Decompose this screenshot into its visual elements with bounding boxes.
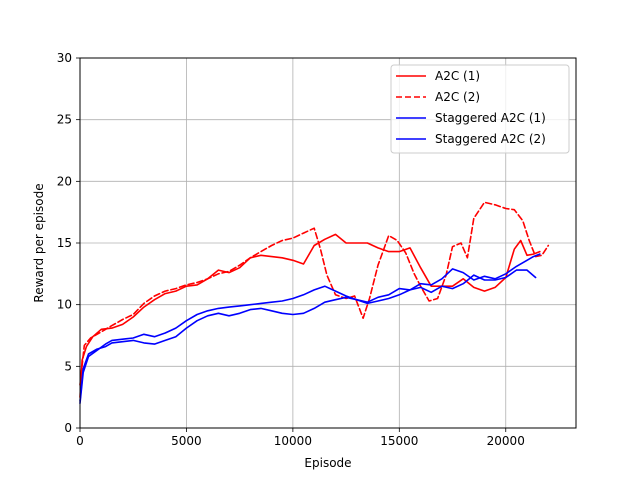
- x-tick-label: 0: [76, 434, 84, 448]
- x-tick-label: 20000: [487, 434, 525, 448]
- legend-frame: [390, 64, 570, 154]
- legend-label: A2C (1): [435, 69, 480, 83]
- series-layer: [79, 201, 550, 405]
- series-line-1: [79, 233, 541, 398]
- y-tick-label: 30: [57, 51, 72, 65]
- legend-label: Staggered A2C (2): [435, 132, 546, 146]
- x-tick-label: 15000: [380, 434, 418, 448]
- legend-label: Staggered A2C (1): [435, 111, 546, 125]
- y-tick-label: 10: [57, 298, 72, 312]
- legend: A2C (1) A2C (2) Staggered A2C (1) Staggered…: [390, 64, 570, 154]
- y-tick-label: 15: [57, 236, 72, 250]
- x-axis-label: Episode: [304, 456, 351, 470]
- x-tick-label: 5000: [171, 434, 202, 448]
- legend-label: A2C (2): [435, 90, 480, 104]
- y-tick-label: 25: [57, 113, 72, 127]
- series-line-4: [79, 253, 541, 405]
- x-tick-label: 10000: [274, 434, 312, 448]
- y-axis-ticks: 0 5 10 15 20 25 30: [57, 51, 80, 435]
- y-tick-label: 20: [57, 174, 72, 188]
- y-tick-label: 0: [64, 421, 72, 435]
- y-axis-label: Reward per episode: [32, 183, 46, 302]
- y-tick-label: 5: [64, 359, 72, 373]
- x-axis-ticks: 0 5000 10000 15000 20000: [76, 428, 525, 448]
- series-line-2: [79, 201, 550, 386]
- series-line-3: [79, 269, 537, 402]
